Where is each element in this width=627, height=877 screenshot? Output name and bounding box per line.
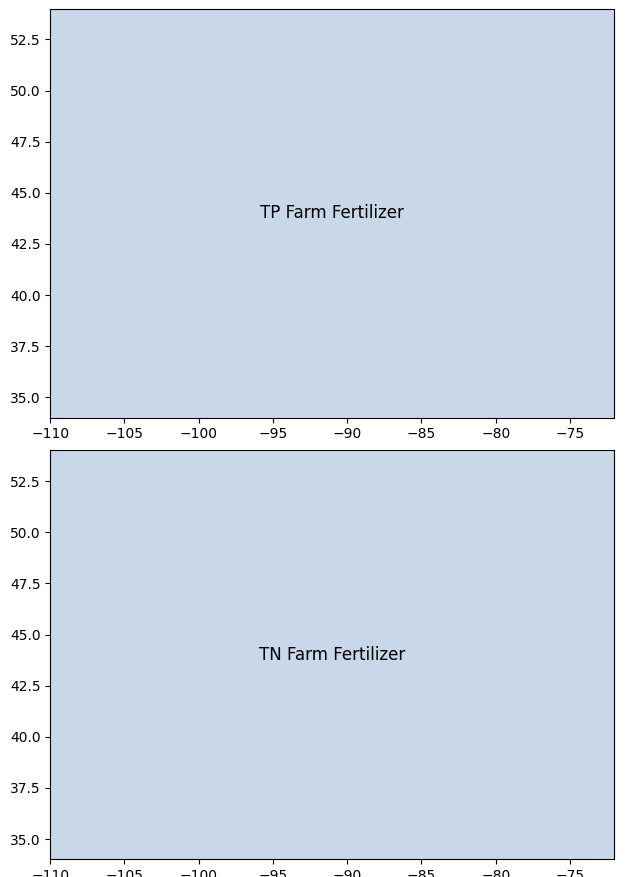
Text: TN Farm Fertilizer: TN Farm Fertilizer (259, 646, 406, 664)
Text: TP Farm Fertilizer: TP Farm Fertilizer (260, 204, 404, 222)
